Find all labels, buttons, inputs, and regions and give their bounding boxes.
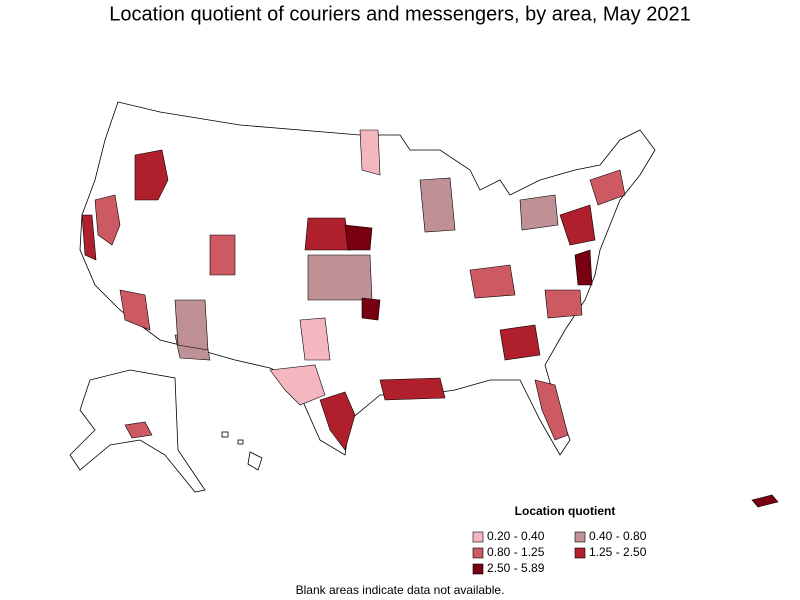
legend: 0.20 - 0.40 0.40 - 0.80 0.80 - 1.25 1.25 - … — [472, 529, 647, 575]
map-region — [269, 364, 326, 406]
legend-swatch — [472, 531, 484, 543]
legend-label: 2.50 - 5.89 — [487, 561, 545, 575]
map-region — [344, 224, 373, 251]
legend-label: 1.25 - 2.50 — [589, 545, 647, 559]
map-region — [589, 169, 626, 206]
legend-label: 0.20 - 0.40 — [487, 529, 545, 543]
map-region — [751, 494, 779, 508]
map-region — [304, 217, 351, 251]
map-region — [81, 214, 97, 261]
legend-swatch — [472, 563, 484, 575]
map-region — [559, 204, 596, 246]
map-region — [379, 377, 446, 401]
map-region — [307, 254, 373, 301]
map-region — [519, 194, 559, 231]
legend-swatch — [574, 531, 586, 543]
map-region — [124, 421, 153, 439]
map-region — [419, 177, 456, 233]
map-region — [544, 289, 583, 319]
map-region — [94, 194, 121, 246]
map-region — [574, 249, 593, 286]
map-region — [119, 289, 151, 331]
legend-label: 0.80 - 1.25 — [487, 545, 545, 559]
legend-label: 0.40 - 0.80 — [589, 529, 647, 543]
map-region — [361, 297, 381, 321]
map-region — [359, 129, 381, 176]
legend-swatch — [472, 547, 484, 559]
map-title: Location quotient of couriers and messen… — [109, 3, 690, 25]
legend-title: Location quotient — [515, 504, 616, 518]
map-region — [469, 264, 516, 299]
map-region — [499, 324, 541, 361]
hawaii — [221, 431, 263, 471]
map-region — [134, 149, 169, 201]
map — [69, 101, 779, 508]
map-region — [174, 299, 209, 351]
map-region — [209, 234, 236, 276]
footnote: Blank areas indicate data not available. — [296, 583, 505, 597]
map-region — [319, 391, 356, 451]
map-region — [534, 379, 569, 441]
legend-swatch — [574, 547, 586, 559]
map-region — [299, 317, 331, 361]
